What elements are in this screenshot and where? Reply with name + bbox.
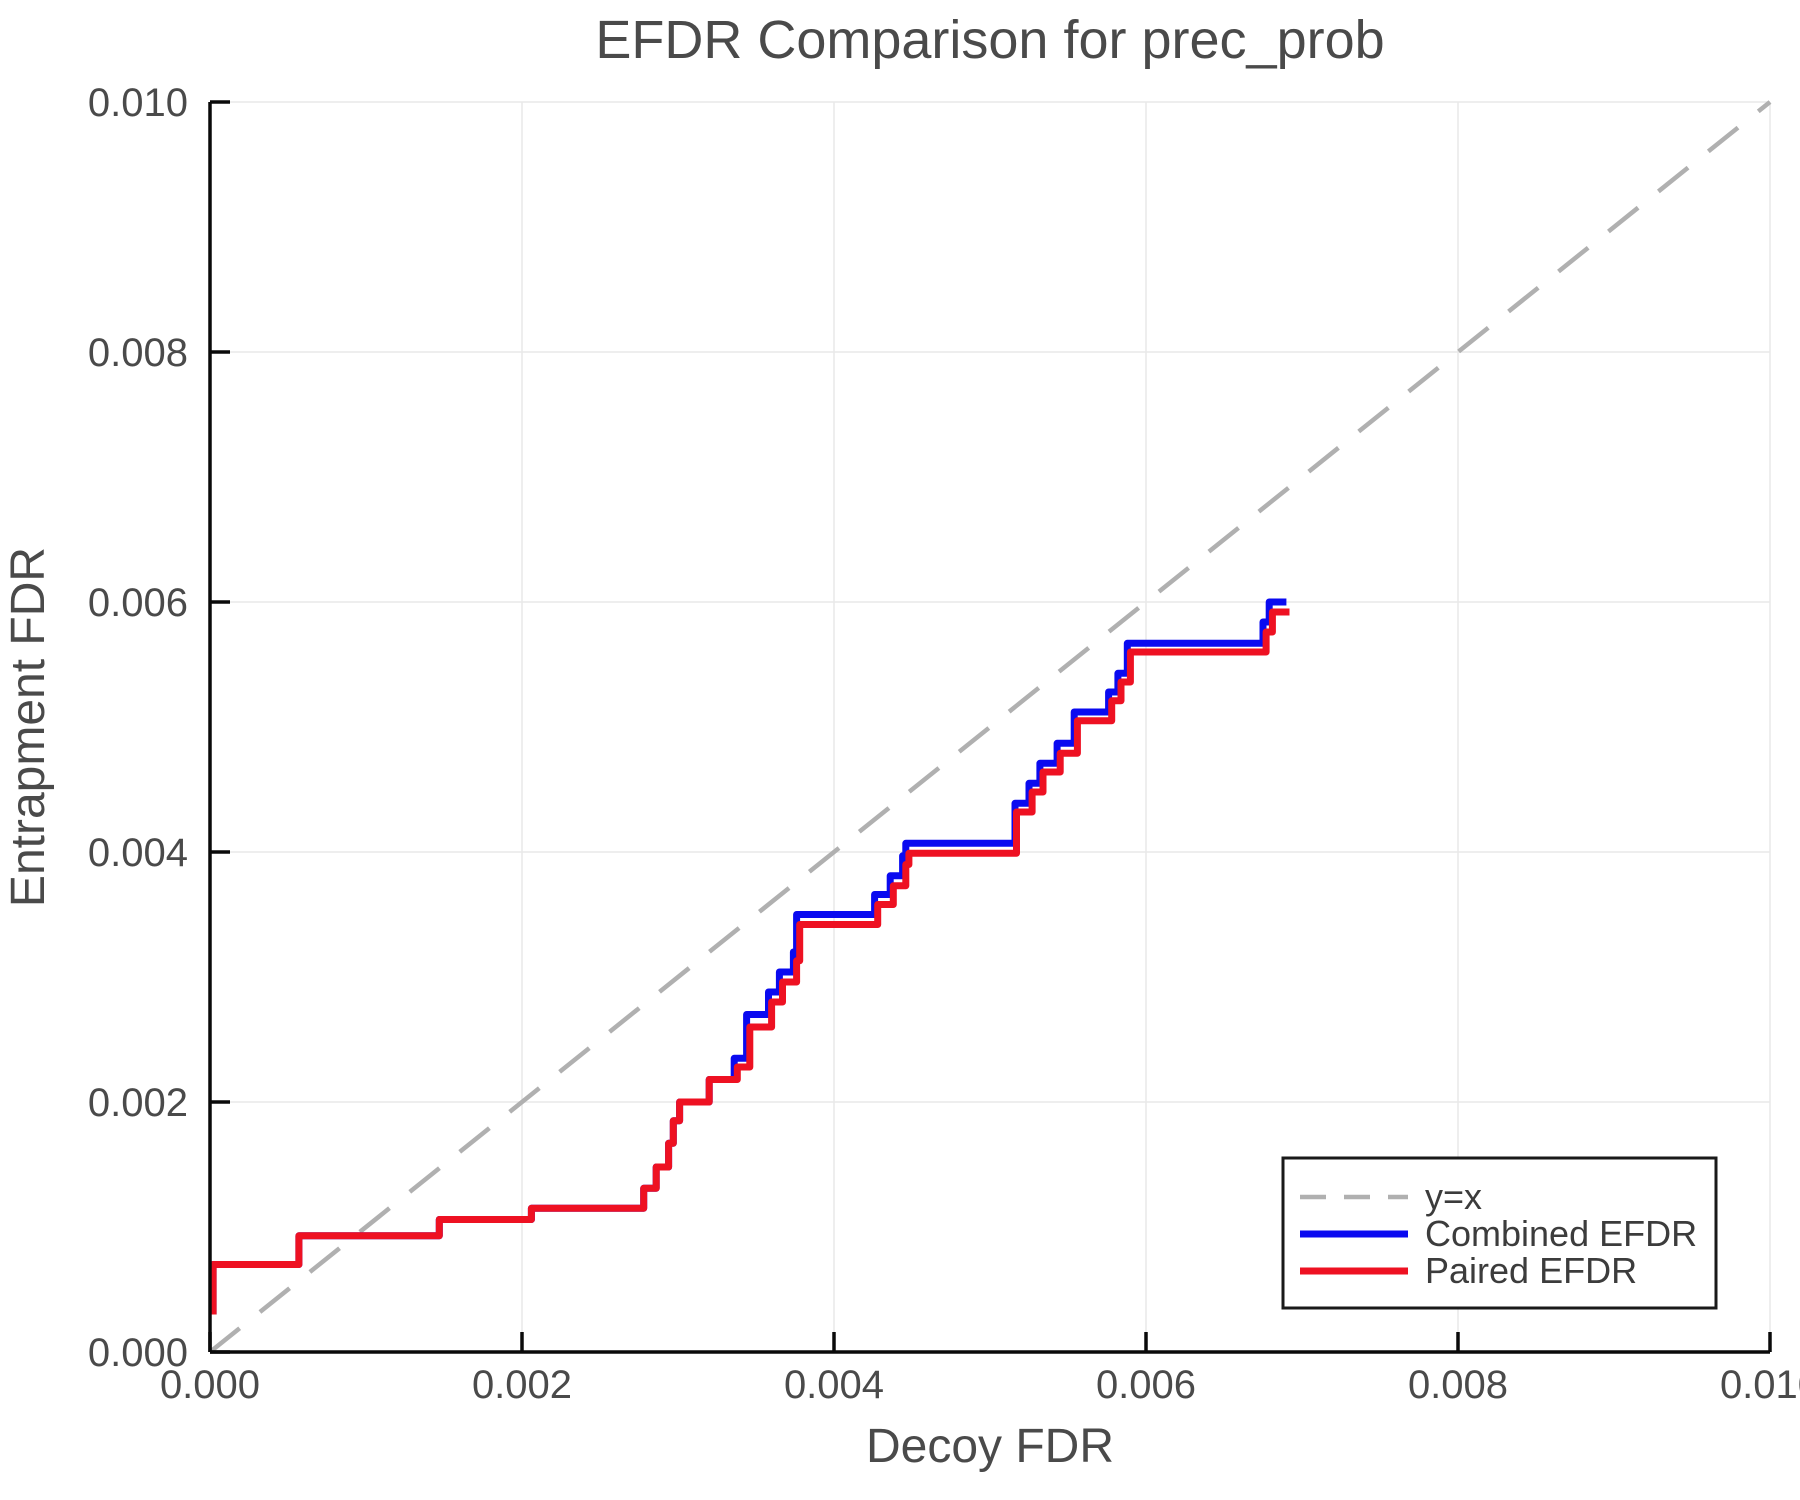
tick-labels: 0.000 0.002 0.004 0.006 0.008 0.010 0.000 0.002… — [88, 81, 1800, 1407]
grid-lines — [210, 101, 1771, 1352]
y-tick-label: 0.002 — [88, 1081, 188, 1125]
x-tick-label: 0.008 — [1408, 1363, 1508, 1407]
y-equals-x-reference-line — [208, 100, 1772, 1354]
legend-label-paired: Paired EFDR — [1425, 1250, 1637, 1291]
y-tick-label: 0.008 — [88, 331, 188, 375]
x-axis-label: Decoy FDR — [866, 1420, 1114, 1473]
y-tick-label: 0.006 — [88, 581, 188, 625]
x-tick-label: 0.000 — [160, 1363, 260, 1407]
y-axis-label: Entrapment FDR — [2, 547, 55, 907]
y-tick-label: 0.004 — [88, 831, 188, 875]
x-tick-label: 0.002 — [472, 1363, 572, 1407]
x-tick-label: 0.010 — [1720, 1363, 1800, 1407]
series-curve-paired-efdr — [209, 608, 1290, 1315]
y-tick-label: 0.010 — [88, 81, 188, 125]
series-curve-combined-efdr — [209, 598, 1287, 1315]
legend-label-yx: y=x — [1425, 1176, 1482, 1217]
axes-spines-and-ticks — [208, 100, 1772, 1354]
chart-title: EFDR Comparison for prec_prob — [595, 10, 1384, 70]
y-tick-label: 0.000 — [88, 1331, 188, 1375]
x-tick-label: 0.004 — [784, 1363, 884, 1407]
x-tick-label: 0.006 — [1096, 1363, 1196, 1407]
legend-box: y=x Combined EFDR Paired EFDR — [1281, 1156, 1718, 1310]
legend-label-combined: Combined EFDR — [1425, 1213, 1697, 1254]
series-curves — [209, 598, 1290, 1315]
